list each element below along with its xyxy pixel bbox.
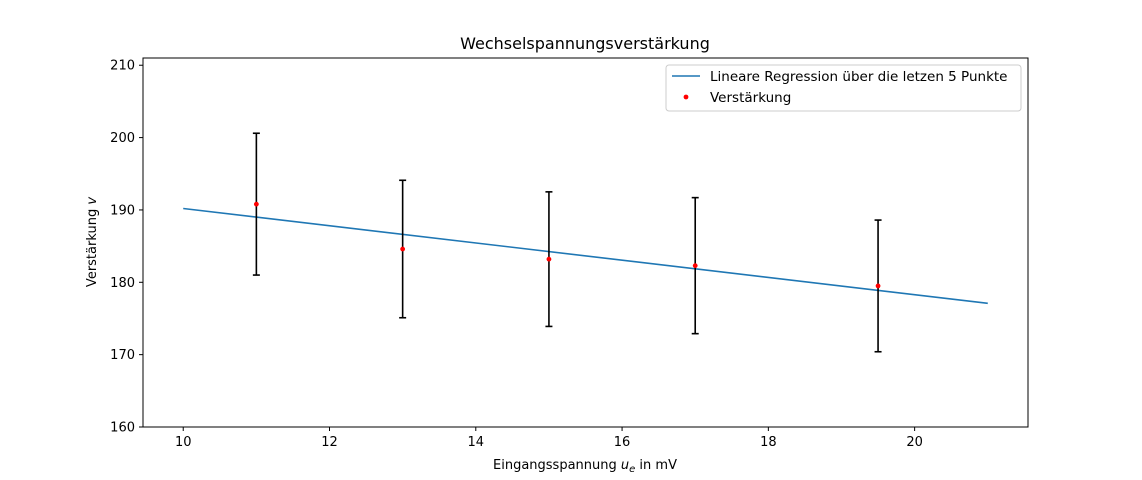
x-tick-label: 16 [614, 435, 631, 450]
x-tick-label: 12 [321, 435, 338, 450]
y-axis-label-prefix: Verstärkung [85, 205, 100, 287]
y-tick-label: 160 [110, 421, 135, 436]
x-tick-label: 18 [760, 435, 777, 450]
plot-frame [142, 57, 1029, 428]
y-axis-ticks: 160 170 180 190 200 210 [110, 59, 143, 436]
x-tick-label: 20 [906, 435, 923, 450]
x-axis-label-variable: u [621, 458, 629, 473]
y-tick-label: 190 [110, 203, 135, 218]
y-axis-label-variable: v [85, 197, 100, 205]
x-axis-label: Eingangsspannung ue in mV [493, 458, 677, 475]
legend-box [665, 64, 1022, 112]
y-tick-label: 180 [110, 276, 135, 291]
data-point [692, 263, 698, 269]
data-point [546, 256, 552, 262]
y-tick-label: 210 [110, 59, 135, 74]
plot-area [143, 58, 1028, 427]
data-point [400, 246, 406, 252]
x-axis-label-suffix: in mV [635, 458, 677, 473]
x-axis-label-prefix: Eingangsspannung [493, 458, 621, 473]
series-layer [183, 132, 988, 353]
x-axis-label-subscript: e [629, 464, 635, 475]
legend-label-verstaerkung: Verstärkung [710, 90, 791, 106]
data-point [253, 201, 259, 207]
legend: Lineare Regression über die letzen 5 Pun… [665, 64, 1022, 112]
chart-title: Wechselspannungsverstärkung [460, 34, 710, 53]
legend-label-regression: Lineare Regression über die letzen 5 Pun… [710, 69, 1007, 85]
data-point [875, 283, 881, 289]
y-tick-label: 170 [110, 348, 135, 363]
x-tick-label: 14 [468, 435, 485, 450]
x-tick-label: 10 [175, 435, 192, 450]
y-tick-label: 200 [110, 131, 135, 146]
x-axis-ticks: 10 12 14 16 18 20 [175, 427, 923, 450]
y-axis-label: Verstärkung v [85, 197, 100, 287]
legend-dot-swatch [683, 94, 689, 100]
verstaerkung-points [252, 132, 882, 353]
regression-line [183, 207, 988, 305]
